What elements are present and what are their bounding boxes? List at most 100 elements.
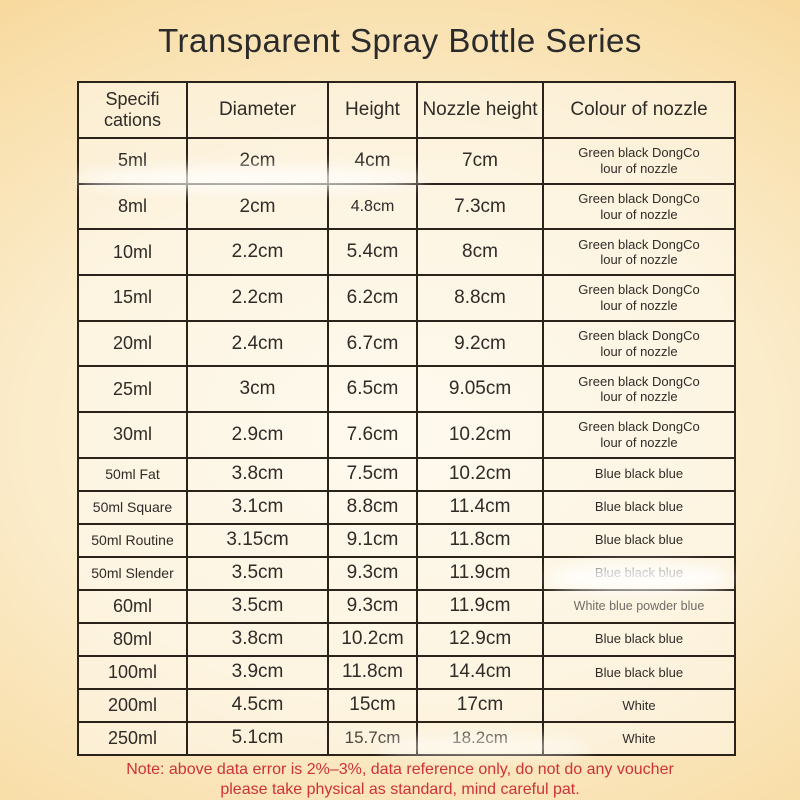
header-diameter: Diameter — [186, 81, 329, 139]
colour-cell: Green black DongCo lour of nozzle — [542, 319, 736, 368]
spec-cell: 20ml — [77, 319, 188, 368]
height-cell: 4cm — [327, 137, 418, 185]
table-row: 250ml 5.1cm 15.7cm 18.2cm White — [77, 720, 736, 757]
spec-cell: 50ml Routine — [77, 522, 188, 558]
height-cell: 9.3cm — [327, 588, 418, 624]
diameter-cell: 4.5cm — [186, 687, 329, 723]
spec-cell: 30ml — [77, 411, 188, 459]
diameter-cell: 3.8cm — [186, 621, 329, 657]
nozzle-cell: 18.2cm — [416, 720, 544, 757]
nozzle-cell: 10.2cm — [416, 456, 544, 492]
table-row: 20ml 2.4cm 6.7cm 9.2cm Green black DongCo lo… — [77, 319, 736, 368]
diameter-cell: 3.15cm — [186, 522, 329, 558]
table-row: 5ml 2cm 4cm 7cm Green black DongCo lour of n… — [77, 137, 736, 185]
colour-cell: Blue black blue — [542, 456, 736, 492]
nozzle-cell: 9.2cm — [416, 319, 544, 368]
spec-cell: 50ml Fat — [77, 456, 188, 492]
table-row: 30ml 2.9cm 7.6cm 10.2cm Green black DongCo l… — [77, 411, 736, 459]
spec-cell: 50ml Square — [77, 489, 188, 525]
height-cell: 6.7cm — [327, 319, 418, 368]
table-row: 100ml 3.9cm 11.8cm 14.4cm Blue black blue — [77, 654, 736, 690]
height-cell: 15cm — [327, 687, 418, 723]
colour-cell: Blue black blue — [542, 621, 736, 657]
colour-cell: Green black DongCo lour of nozzle — [542, 365, 736, 414]
height-cell: 8.8cm — [327, 489, 418, 525]
table-row: 15ml 2.2cm 6.2cm 8.8cm Green black DongCo lo… — [77, 274, 736, 322]
height-cell: 7.6cm — [327, 411, 418, 459]
height-cell: 11.8cm — [327, 654, 418, 690]
spec-cell: 10ml — [77, 228, 188, 277]
nozzle-cell: 11.9cm — [416, 588, 544, 624]
diameter-cell: 3.5cm — [186, 588, 329, 624]
spec-cell: 200ml — [77, 687, 188, 723]
diameter-cell: 3.9cm — [186, 654, 329, 690]
colour-cell: Green black DongCo lour of nozzle — [542, 137, 736, 185]
diameter-cell: 2.4cm — [186, 319, 329, 368]
table-row: 200ml 4.5cm 15cm 17cm White — [77, 687, 736, 723]
colour-cell: Blue black blue — [542, 489, 736, 525]
colour-cell: Blue black blue — [542, 555, 736, 591]
nozzle-cell: 14.4cm — [416, 654, 544, 690]
colour-cell: Green black DongCo lour of nozzle — [542, 274, 736, 322]
header-specifications: Specifi cations — [77, 81, 188, 139]
table-row: 25ml 3cm 6.5cm 9.05cm Green black DongCo lou… — [77, 365, 736, 414]
diameter-cell: 2cm — [186, 137, 329, 185]
height-cell: 6.2cm — [327, 274, 418, 322]
table-row: 80ml 3.8cm 10.2cm 12.9cm Blue black blue — [77, 621, 736, 657]
table-row: 50ml Fat 3.8cm 7.5cm 10.2cm Blue black blue — [77, 456, 736, 492]
height-cell: 5.4cm — [327, 228, 418, 277]
nozzle-cell: 11.8cm — [416, 522, 544, 558]
colour-cell: White — [542, 687, 736, 723]
diameter-cell: 3cm — [186, 365, 329, 414]
nozzle-cell: 10.2cm — [416, 411, 544, 459]
height-cell: 4.8cm — [327, 182, 418, 231]
nozzle-cell: 7.3cm — [416, 182, 544, 231]
spec-cell: 100ml — [77, 654, 188, 690]
colour-cell: Green black DongCo lour of nozzle — [542, 411, 736, 459]
nozzle-cell: 12.9cm — [416, 621, 544, 657]
table-row: 50ml Routine 3.15cm 9.1cm 11.8cm Blue black … — [77, 522, 736, 558]
nozzle-cell: 17cm — [416, 687, 544, 723]
colour-cell: Green black DongCo lour of nozzle — [542, 182, 736, 231]
colour-cell: White — [542, 720, 736, 757]
table-row: 8ml 2cm 4.8cm 7.3cm Green black DongCo lour … — [77, 182, 736, 231]
colour-cell: Blue black blue — [542, 522, 736, 558]
header-colour-of-nozzle: Colour of nozzle — [542, 81, 736, 139]
height-cell: 15.7cm — [327, 720, 418, 757]
diameter-cell: 3.8cm — [186, 456, 329, 492]
diameter-cell: 2.2cm — [186, 228, 329, 277]
colour-cell: Blue black blue — [542, 654, 736, 690]
table-row: 50ml Square 3.1cm 8.8cm 11.4cm Blue black bl… — [77, 489, 736, 525]
colour-cell: White blue powder blue — [542, 588, 736, 624]
footnote: Note: above data error is 2%–3%, data re… — [0, 760, 800, 800]
table-body: 5ml 2cm 4cm 7cm Green black DongCo lour of n… — [77, 137, 736, 757]
header-height: Height — [327, 81, 418, 139]
colour-cell: Green black DongCo lour of nozzle — [542, 228, 736, 277]
spec-cell: 15ml — [77, 274, 188, 322]
spec-cell: 5ml — [77, 137, 188, 185]
diameter-cell: 2.9cm — [186, 411, 329, 459]
footnote-line1: Note: above data error is 2%–3%, data re… — [126, 761, 674, 778]
height-cell: 6.5cm — [327, 365, 418, 414]
nozzle-cell: 11.4cm — [416, 489, 544, 525]
diameter-cell: 2.2cm — [186, 274, 329, 322]
nozzle-cell: 9.05cm — [416, 365, 544, 414]
spec-cell: 60ml — [77, 588, 188, 624]
height-cell: 9.1cm — [327, 522, 418, 558]
footnote-line2: please take physical as standard, mind c… — [220, 781, 580, 798]
spec-cell: 250ml — [77, 720, 188, 757]
spec-cell: 50ml Slender — [77, 555, 188, 591]
diameter-cell: 3.5cm — [186, 555, 329, 591]
nozzle-cell: 8cm — [416, 228, 544, 277]
table-row: 60ml 3.5cm 9.3cm 11.9cm White blue powder bl… — [77, 588, 736, 624]
page-title: Transparent Spray Bottle Series — [158, 22, 642, 59]
height-cell: 7.5cm — [327, 456, 418, 492]
diameter-cell: 3.1cm — [186, 489, 329, 525]
spec-cell: 80ml — [77, 621, 188, 657]
header-nozzle-height: Nozzle height — [416, 81, 544, 139]
spec-table: Specifi cations Diameter Height Nozzle h… — [77, 81, 736, 757]
table-row: 50ml Slender 3.5cm 9.3cm 11.9cm Blue black b… — [77, 555, 736, 591]
table-row: 10ml 2.2cm 5.4cm 8cm Green black DongCo lour… — [77, 228, 736, 277]
spec-cell: 25ml — [77, 365, 188, 414]
nozzle-cell: 11.9cm — [416, 555, 544, 591]
